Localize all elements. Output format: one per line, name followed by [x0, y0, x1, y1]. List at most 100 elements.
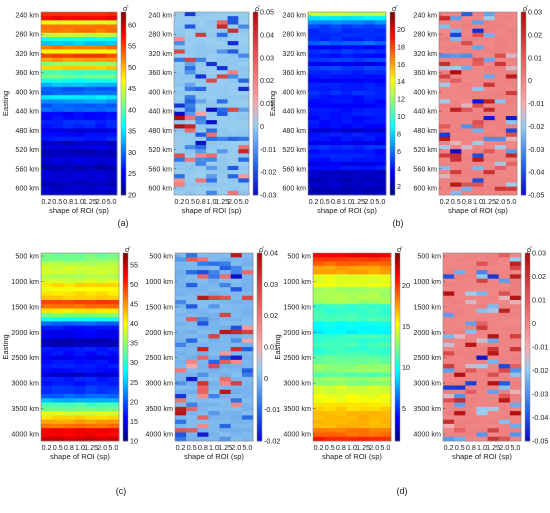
heatmap-cell: [374, 120, 387, 125]
heatmap-cell: [238, 41, 250, 46]
heatmap-cell: [330, 12, 342, 17]
colorbar-segment: [390, 161, 395, 165]
heatmap-cell: [52, 257, 64, 262]
heatmap-cell: [174, 153, 186, 158]
heatmap-cell: [450, 53, 462, 59]
colorbar-segment: [257, 271, 262, 276]
heatmap-cell: [357, 291, 370, 297]
heatmap-cell: [509, 436, 522, 442]
heatmap-cell: [454, 436, 466, 442]
heatmap-cell: [439, 12, 451, 17]
heatmap-cell: [324, 295, 336, 301]
heatmap-cell: [186, 329, 198, 335]
heatmap-cell: [219, 406, 232, 412]
colorbar-segment: [521, 182, 526, 187]
heatmap-cell: [379, 372, 392, 378]
heatmap-cell: [230, 411, 243, 416]
heatmap-cell: [62, 16, 74, 21]
y-tick-label: 1500 km: [11, 302, 39, 311]
heatmap-cell: [346, 338, 358, 344]
x-tick-label: 5.0: [108, 443, 118, 452]
heatmap-cell: [308, 28, 320, 34]
heatmap-cell: [195, 186, 207, 192]
heatmap-cell: [439, 149, 451, 154]
heatmap-cell: [96, 351, 109, 356]
heatmap-cell: [219, 278, 232, 284]
heatmap-cell: [41, 423, 53, 429]
heatmap-cell: [52, 338, 64, 344]
x-axis-label: shape of ROI (sp): [49, 206, 109, 215]
heatmap-cell: [197, 253, 209, 258]
heatmap-cell: [335, 257, 347, 262]
heatmap-cell: [330, 28, 342, 34]
heatmap-cell: [483, 91, 496, 96]
colorbar-segment: [395, 328, 400, 332]
heatmap-cell: [41, 394, 53, 399]
heatmap-cell: [175, 351, 187, 356]
heatmap-cell: [461, 24, 473, 29]
heatmap-cell: [308, 124, 320, 129]
colorbar-segment: [257, 340, 262, 345]
colorbar-segment: [123, 353, 128, 357]
colorbar-segment: [123, 287, 128, 291]
heatmap-cell: [341, 182, 353, 188]
colorbar-segment: [525, 428, 530, 432]
heatmap-cell: [197, 265, 209, 271]
colorbar-segment: [395, 381, 400, 385]
heatmap-cell: [230, 347, 243, 352]
heatmap-cell: [184, 115, 196, 121]
heatmap-cell: [472, 145, 484, 150]
heatmap-cell: [335, 398, 347, 403]
heatmap-cell: [505, 49, 518, 54]
y-tick-label: 360 km: [15, 68, 39, 77]
heatmap-cell: [206, 153, 218, 158]
heatmap-cell: [357, 295, 370, 301]
heatmap-cell: [230, 261, 243, 267]
colorbar-segment: [257, 274, 262, 279]
heatmap-cell: [62, 91, 74, 96]
x-tick-label: 5.0: [239, 197, 249, 206]
panel-label: (c): [116, 486, 127, 496]
colorbar-segment: [395, 362, 400, 367]
heatmap-cell: [52, 308, 64, 314]
y-tick-label: 1000 km: [413, 277, 441, 286]
heatmap-cell: [62, 95, 74, 100]
y-tick-label: 2500 km: [11, 353, 39, 362]
colorbar-segment: [525, 397, 530, 401]
colorbar-segment: [521, 137, 526, 141]
heatmap-cell: [62, 111, 74, 117]
heatmap-cell: [313, 265, 325, 271]
heatmap-cell: [107, 402, 120, 408]
heatmap-cell: [352, 170, 365, 175]
heatmap-cell: [319, 32, 331, 38]
colorbar-segment: [253, 161, 258, 165]
heatmap-cell: [184, 86, 196, 92]
colorbar-segment: [521, 94, 526, 98]
heatmap-cell: [219, 415, 232, 420]
heatmap-cell: [308, 45, 320, 50]
colorbar-segment: [121, 103, 126, 107]
colorbar-segment: [395, 350, 400, 354]
heatmap-cell: [368, 436, 381, 442]
heatmap-cell: [208, 368, 220, 373]
heatmap-cell: [85, 295, 98, 301]
colorbar-segment: [253, 179, 258, 184]
colorbar-segment: [123, 290, 128, 295]
heatmap-cell: [363, 157, 376, 163]
heatmap-cell: [368, 381, 381, 386]
heatmap-cell: [106, 120, 118, 125]
heatmap-cell: [206, 74, 218, 79]
heatmap-cell: [454, 372, 466, 378]
colorbar-segment: [257, 397, 262, 401]
heatmap-cell: [51, 99, 64, 104]
heatmap-cell: [184, 91, 196, 96]
heatmap-cell: [368, 394, 381, 399]
heatmap-cell: [308, 178, 320, 183]
colorbar-segment: [525, 419, 530, 423]
colorbar-segment: [253, 24, 258, 28]
heatmap-cell: [443, 342, 455, 348]
heatmap-cell: [368, 347, 381, 352]
heatmap-cell: [238, 53, 250, 59]
heatmap-cell: [74, 355, 86, 361]
heatmap-cell: [494, 32, 507, 38]
